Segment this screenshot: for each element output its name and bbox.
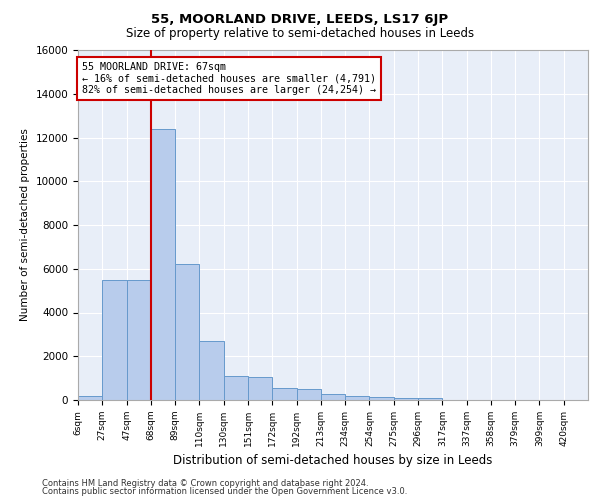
X-axis label: Distribution of semi-detached houses by size in Leeds: Distribution of semi-detached houses by … xyxy=(173,454,493,468)
Bar xyxy=(248,377,272,400)
Bar xyxy=(78,396,102,400)
Bar xyxy=(175,264,199,400)
Text: 55, MOORLAND DRIVE, LEEDS, LS17 6JP: 55, MOORLAND DRIVE, LEEDS, LS17 6JP xyxy=(151,12,449,26)
Bar xyxy=(102,280,127,400)
Bar xyxy=(272,388,296,400)
Bar xyxy=(199,341,224,400)
Y-axis label: Number of semi-detached properties: Number of semi-detached properties xyxy=(20,128,30,322)
Text: Contains HM Land Registry data © Crown copyright and database right 2024.: Contains HM Land Registry data © Crown c… xyxy=(42,478,368,488)
Text: Contains public sector information licensed under the Open Government Licence v3: Contains public sector information licen… xyxy=(42,487,407,496)
Text: Size of property relative to semi-detached houses in Leeds: Size of property relative to semi-detach… xyxy=(126,28,474,40)
Text: 55 MOORLAND DRIVE: 67sqm
← 16% of semi-detached houses are smaller (4,791)
82% o: 55 MOORLAND DRIVE: 67sqm ← 16% of semi-d… xyxy=(82,62,376,96)
Bar xyxy=(127,280,151,400)
Bar xyxy=(321,394,345,400)
Bar xyxy=(296,389,321,400)
Bar xyxy=(151,128,175,400)
Bar xyxy=(418,398,442,400)
Bar xyxy=(345,396,370,400)
Bar xyxy=(394,398,418,400)
Bar xyxy=(370,396,394,400)
Bar xyxy=(224,376,248,400)
